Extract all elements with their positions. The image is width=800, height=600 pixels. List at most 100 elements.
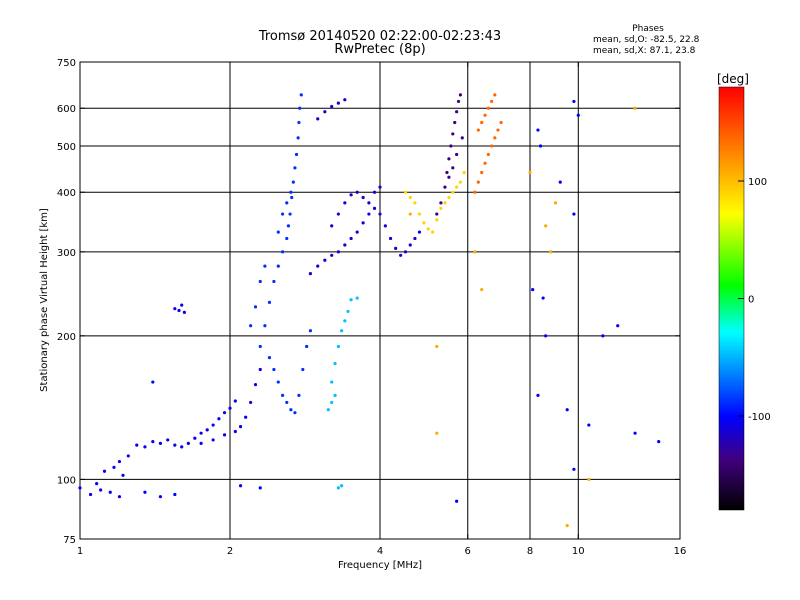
data-point xyxy=(199,441,203,445)
data-point xyxy=(572,467,576,471)
x-axis-ticks: 1 2 4 6 8 10 16 xyxy=(77,62,686,557)
data-point xyxy=(435,218,439,222)
data-point xyxy=(576,113,580,117)
data-point xyxy=(258,486,262,490)
data-point xyxy=(316,264,320,268)
data-point xyxy=(476,128,480,132)
data-point xyxy=(455,499,459,503)
data-point xyxy=(177,308,181,313)
data-point xyxy=(367,201,371,205)
data-point xyxy=(493,93,497,97)
data-point xyxy=(143,490,147,494)
data-point xyxy=(286,224,291,228)
data-point xyxy=(496,128,500,132)
data-point xyxy=(316,117,320,121)
stats-heading: Phases xyxy=(632,24,664,34)
data-point xyxy=(439,206,443,210)
data-point xyxy=(182,310,186,314)
x-tick-label: 4 xyxy=(377,546,383,557)
data-point xyxy=(528,170,532,175)
data-point xyxy=(330,253,334,257)
y-axis-label: Stationary phase Virtual Height [km] xyxy=(39,208,50,392)
data-point xyxy=(447,175,451,179)
data-point xyxy=(480,120,484,125)
data-point xyxy=(272,367,276,372)
data-point xyxy=(565,408,569,412)
data-point xyxy=(343,98,347,102)
data-point xyxy=(117,495,122,499)
data-point xyxy=(367,212,371,216)
data-point xyxy=(78,486,82,490)
data-point xyxy=(536,393,540,398)
data-point xyxy=(572,212,576,216)
data-point xyxy=(102,469,107,473)
data-point xyxy=(173,492,177,497)
data-point xyxy=(205,428,209,432)
data-point xyxy=(180,303,184,307)
y-tick-label: 750 xyxy=(57,58,76,69)
data-point xyxy=(222,433,227,437)
data-point xyxy=(460,136,464,140)
data-point xyxy=(112,465,116,469)
data-point xyxy=(233,429,237,434)
data-point xyxy=(108,490,112,494)
data-point xyxy=(458,180,463,184)
data-point xyxy=(349,298,353,302)
data-point xyxy=(372,190,377,194)
data-point xyxy=(211,438,215,442)
data-point xyxy=(158,495,163,499)
data-point xyxy=(493,136,497,140)
data-point xyxy=(217,417,221,421)
data-point xyxy=(88,492,93,497)
data-point xyxy=(258,344,262,349)
data-point xyxy=(336,486,340,490)
y-tick-label: 200 xyxy=(57,332,76,343)
data-point xyxy=(435,431,439,435)
data-point xyxy=(290,195,294,200)
data-point xyxy=(483,113,487,117)
data-point xyxy=(388,236,393,241)
data-point xyxy=(117,459,122,464)
data-point xyxy=(323,258,327,262)
data-point xyxy=(536,128,540,132)
data-point xyxy=(435,344,439,349)
x-tick-label: 2 xyxy=(227,546,233,557)
data-point xyxy=(233,399,237,403)
data-point xyxy=(297,120,301,125)
data-point xyxy=(490,144,494,148)
x-tick-label: 6 xyxy=(465,546,471,557)
data-point xyxy=(158,441,163,445)
data-point xyxy=(293,166,297,170)
data-point xyxy=(413,236,417,241)
data-point xyxy=(447,195,451,200)
colorbar-tick-label: -100 xyxy=(748,412,771,423)
data-point xyxy=(355,296,359,300)
data-point xyxy=(253,383,258,387)
y-axis-ticks: 75 100 200 300 400 500 600 750 xyxy=(57,58,680,546)
grid-lines xyxy=(80,62,680,539)
data-point xyxy=(378,185,382,189)
data-point xyxy=(453,120,457,125)
data-point xyxy=(490,99,494,104)
data-point xyxy=(443,201,447,205)
data-point xyxy=(99,488,103,492)
data-point xyxy=(135,443,139,447)
stats-line-o: mean, sd,O: -82.5, 22.8 xyxy=(593,35,700,45)
data-point xyxy=(372,206,377,210)
data-point xyxy=(258,279,262,284)
data-point xyxy=(330,380,334,384)
data-point xyxy=(346,309,350,314)
data-point xyxy=(445,170,449,175)
data-point xyxy=(343,243,347,247)
data-points xyxy=(78,93,661,528)
data-point xyxy=(499,120,503,125)
data-point xyxy=(408,195,412,200)
data-point xyxy=(456,99,461,104)
data-point xyxy=(297,393,301,398)
data-point xyxy=(289,408,293,412)
data-point xyxy=(451,166,455,170)
data-point xyxy=(193,436,197,440)
data-point xyxy=(538,144,543,148)
data-point xyxy=(435,212,439,216)
data-point xyxy=(430,230,435,234)
